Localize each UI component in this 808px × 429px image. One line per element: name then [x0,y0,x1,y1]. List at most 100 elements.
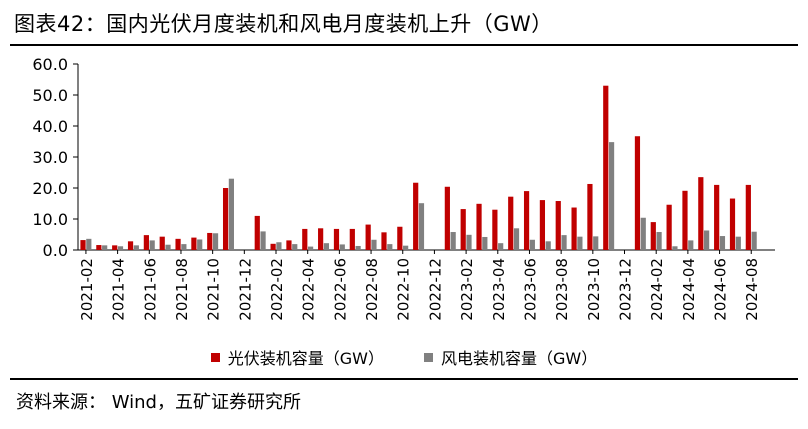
bar-solar-2023-11 [603,85,609,250]
bar-wind-2023-08 [561,235,567,250]
bar-solar-2021-11 [222,188,229,250]
bar-wind-2022-10 [403,245,409,250]
legend: 光伏装机容量（GW） 风电装机容量（GW） [0,345,808,369]
x-tick-label: 2023-10 [585,258,603,321]
bar-wind-2023-07 [545,241,551,250]
bar-wind-2023-04 [498,243,504,250]
legend-swatch-wind [424,352,433,362]
x-tick-label: 2022-12 [426,258,444,321]
bar-wind-2022-03 [292,244,298,250]
legend-label-wind: 风电装机容量（GW） [441,349,598,368]
bar-wind-2024-04 [688,240,694,250]
bar-solar-2022-06 [333,228,340,250]
x-tick-label: 2024-08 [743,258,761,321]
bar-wind-2022-08 [371,239,377,250]
x-tick-label: 2021-10 [205,258,223,321]
y-tick-label: 0.0 [43,241,68,260]
bar-solar-2021-05 [127,241,134,250]
bar-wind-2024-03 [672,246,678,250]
bar-wind-2024-01 [640,217,646,250]
y-tick-label: 10.0 [32,210,68,229]
source-rule [10,378,798,380]
bar-wind-2021-09 [197,239,203,250]
bar-wind-2023-03 [482,236,488,250]
bar-solar-2022-11 [413,182,419,250]
source-note: 资料来源： Wind，五矿证券研究所 [16,392,301,413]
bar-solar-2022-03 [286,240,292,250]
bar-solar-2021-03 [96,245,102,250]
bar-solar-2023-10 [587,183,593,250]
x-tick-label: 2021-04 [110,258,128,321]
bar-chart: 0.0 10.0 20.0 30.0 40.0 50.0 60.0 2021-02 2021-0… [32,55,775,321]
bar-solar-2024-06 [714,184,720,250]
x-tick-label: 2021-12 [236,258,254,321]
bar-wind-2021-07 [165,244,171,250]
bar-wind-2024-05 [704,230,710,250]
x-tick-label: 2022-02 [268,258,286,321]
x-tick-label: 2021-02 [78,258,96,321]
bar-wind-2021-06 [149,240,155,250]
bar-wind-2021-10 [212,233,219,250]
bar-solar-2024-04 [682,190,688,250]
bar-solar-2024-05 [698,177,704,250]
bar-wind-2022-07 [355,245,361,250]
x-tick-label: 2023-04 [490,258,508,321]
bar-solar-2021-02 [80,240,86,250]
bar-wind-2023-05 [513,228,520,250]
bar-wind-2021-04 [117,246,124,250]
bar-wind-2023-06 [529,239,535,250]
bar-solar-2024-01 [634,136,641,250]
bar-solar-2024-07 [729,198,736,250]
x-tick-label: 2021-08 [173,258,191,321]
bar-wind-2022-01 [260,231,266,250]
bar-wind-2023-01 [450,232,456,250]
bar-wind-2023-10 [593,236,599,250]
bar-wind-2022-04 [307,246,314,250]
bar-solar-2022-08 [365,224,371,250]
bar-wind-2023-02 [466,234,472,250]
bar-solar-2023-08 [555,201,561,250]
y-tick-label: 40.0 [32,117,68,136]
chart-title: 图表42：国内光伏月度装机和风电月度装机上升（GW） [14,12,553,36]
bar-solar-2022-05 [318,228,324,250]
bar-wind-2022-11 [418,203,425,250]
bar-solar-2023-04 [492,209,498,250]
x-tick-label: 2024-06 [712,258,730,321]
x-tick-label: 2023-02 [458,258,476,321]
bar-solar-2021-06 [143,235,149,250]
x-tick-label: 2023-06 [521,258,539,321]
y-tick-label: 50.0 [32,86,68,105]
bar-wind-2021-02 [86,238,92,250]
bar-solar-2023-02 [460,209,466,250]
legend-item-wind: 风电装机容量（GW） [424,345,597,369]
bar-wind-2022-09 [387,244,393,250]
x-tick-label: 2022-04 [300,258,318,321]
bar-solar-2022-09 [381,232,387,250]
bar-wind-2022-02 [276,242,282,250]
bar-wind-2023-09 [577,236,583,250]
y-tick-label: 30.0 [32,148,68,167]
bar-wind-2023-11 [608,142,615,250]
bar-wind-2024-02 [656,232,662,250]
bar-solar-2024-02 [650,222,656,250]
bar-solar-2021-04 [112,245,118,250]
x-tick-label: 2023-12 [617,258,635,321]
x-tick-label: 2024-02 [648,258,666,321]
bar-solar-2022-07 [349,228,355,250]
bar-solar-2023-05 [508,196,514,250]
bar-wind-2021-03 [102,245,108,250]
bar-solar-2024-03 [666,204,672,250]
bar-solar-2022-10 [397,226,403,250]
bar-wind-2024-06 [719,236,726,250]
bar-wind-2021-08 [181,244,187,250]
y-tick-label: 20.0 [32,179,68,198]
bar-solar-2022-02 [270,243,276,250]
bar-solar-2024-08 [745,184,751,250]
legend-item-solar: 光伏装机容量（GW） [210,345,384,369]
bar-solar-2021-07 [159,236,165,250]
bar-solar-2022-04 [302,228,308,250]
title-rule [10,44,798,46]
x-tick-label: 2023-08 [553,258,571,321]
legend-label-solar: 光伏装机容量（GW） [227,349,384,368]
bar-wind-2022-06 [339,244,345,250]
